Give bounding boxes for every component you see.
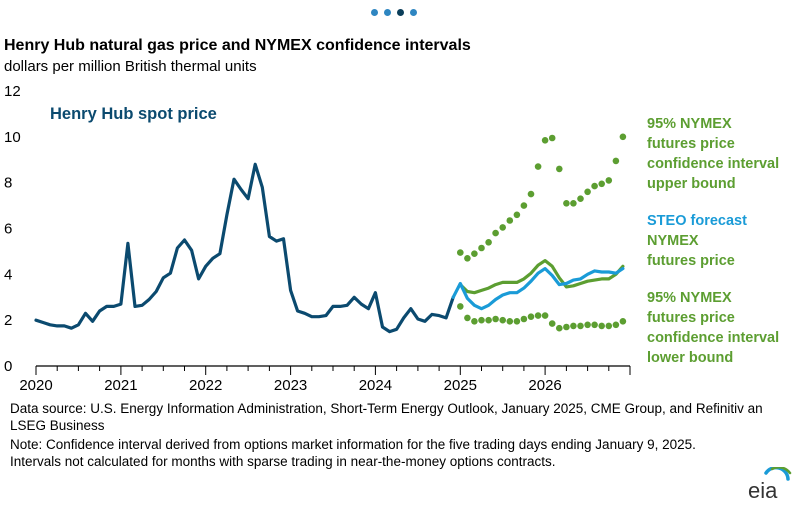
- series-line: [34, 162, 455, 334]
- x-tick-label: 2022: [189, 377, 222, 394]
- data-point: [541, 312, 549, 319]
- pager-dot[interactable]: [410, 9, 417, 16]
- label-upper-bound-2: futures price: [647, 136, 735, 152]
- carousel-pager[interactable]: [371, 9, 417, 16]
- data-point: [478, 316, 485, 324]
- data-point: [570, 200, 577, 207]
- y-tick-label: 8: [4, 175, 12, 192]
- series-line: [451, 267, 625, 311]
- data-point: [612, 321, 620, 329]
- data-point: [584, 321, 591, 329]
- data-point: [619, 133, 627, 141]
- data-point: [619, 318, 627, 325]
- series-nymex-futures-price: [458, 259, 625, 295]
- chart-area: 0 2 4 6 8 10 12 2020 2021 2022 2023 2024 2025 2026 He…: [4, 83, 779, 394]
- label-lower-bound-1: 95% NYMEX: [647, 290, 732, 306]
- eia-logo-text: eia: [748, 478, 778, 501]
- data-point: [563, 323, 570, 331]
- label-upper-bound-1: 95% NYMEX: [647, 116, 732, 132]
- label-spot-price: Henry Hub spot price: [50, 105, 217, 123]
- data-point: [485, 316, 492, 324]
- y-tick-label: 2: [4, 312, 12, 329]
- y-tick-label: 10: [4, 129, 21, 146]
- eia-logo[interactable]: eia: [746, 467, 792, 501]
- y-tick-label: 12: [4, 83, 21, 100]
- data-point: [457, 303, 464, 310]
- y-tick-label: 0: [4, 358, 12, 375]
- data-point: [499, 224, 507, 231]
- data-point: [471, 250, 478, 257]
- data-point: [478, 244, 485, 252]
- data-point: [506, 318, 514, 325]
- series-line: [458, 259, 625, 295]
- data-point: [513, 318, 521, 325]
- data-point: [584, 188, 591, 196]
- data-point: [612, 157, 620, 165]
- series-95-nymex-futures-price-confidence-interval-upper-bound: [457, 133, 627, 262]
- data-point: [591, 321, 598, 329]
- data-point: [570, 322, 577, 330]
- pager-dot[interactable]: [384, 9, 391, 16]
- chart-title: Henry Hub natural gas price and NYMEX co…: [4, 37, 471, 54]
- y-tick-label: 6: [4, 221, 12, 238]
- label-lower-bound-4: lower bound: [647, 350, 733, 366]
- x-tick-label: 2021: [104, 377, 137, 394]
- data-point: [605, 322, 613, 330]
- data-point: [556, 324, 563, 332]
- series-steo-forecast: [451, 267, 625, 311]
- x-tick-label: 2024: [359, 377, 392, 394]
- chart-subtitle: dollars per million British thermal unit…: [4, 58, 257, 75]
- axis-layer: 0 2 4 6 8 10 12 2020 2021 2022 2023 2024 2025 2026: [4, 83, 631, 394]
- label-upper-bound-4: upper bound: [647, 176, 736, 192]
- footnote: Note: Confidence interval derived from o…: [10, 437, 696, 469]
- data-point: [464, 314, 471, 322]
- data-point: [499, 316, 507, 324]
- data-point: [527, 313, 535, 321]
- label-lower-bound-2: futures price: [647, 310, 735, 326]
- x-tick-label: 2025: [444, 377, 477, 394]
- data-point: [464, 254, 471, 262]
- data-source-note: Data source: U.S. Energy Information Adm…: [10, 401, 763, 433]
- data-point: [598, 322, 605, 330]
- data-point: [563, 200, 570, 207]
- data-point: [577, 322, 584, 330]
- series-95-nymex-futures-price-confidence-interval-lower-bound: [457, 303, 627, 332]
- pager-dot[interactable]: [371, 9, 378, 16]
- label-upper-bound-3: confidence interval: [647, 156, 779, 172]
- data-point: [598, 180, 605, 188]
- data-point: [485, 239, 492, 246]
- y-tick-label: 4: [4, 266, 12, 283]
- data-point: [591, 182, 598, 190]
- label-futures-2: futures price: [647, 253, 735, 269]
- data-point: [556, 165, 563, 173]
- data-point: [534, 163, 542, 170]
- x-tick-label: 2023: [274, 377, 307, 394]
- data-point: [541, 137, 549, 144]
- data-point: [457, 249, 464, 256]
- data-point: [520, 315, 528, 323]
- series-henry-hub-spot-price: [34, 162, 455, 334]
- data-point: [605, 177, 613, 184]
- data-point: [548, 320, 556, 327]
- eia-logo-arc-small-icon: [770, 467, 792, 475]
- data-point: [534, 312, 542, 319]
- data-point: [527, 190, 535, 198]
- data-point: [548, 134, 556, 142]
- data-point: [520, 202, 528, 209]
- label-steo-forecast: STEO forecast: [647, 213, 747, 229]
- x-tick-label: 2020: [19, 377, 52, 394]
- label-lower-bound-3: confidence interval: [647, 330, 779, 346]
- pager-dot-active[interactable]: [397, 9, 404, 16]
- label-futures-1: NYMEX: [647, 233, 699, 249]
- data-point: [492, 315, 499, 323]
- x-tick-label: 2026: [528, 377, 561, 394]
- data-point: [513, 211, 521, 219]
- series-layer: [34, 133, 627, 334]
- data-point: [577, 195, 584, 202]
- data-point: [492, 229, 499, 237]
- data-point: [471, 318, 478, 325]
- data-point: [506, 217, 514, 224]
